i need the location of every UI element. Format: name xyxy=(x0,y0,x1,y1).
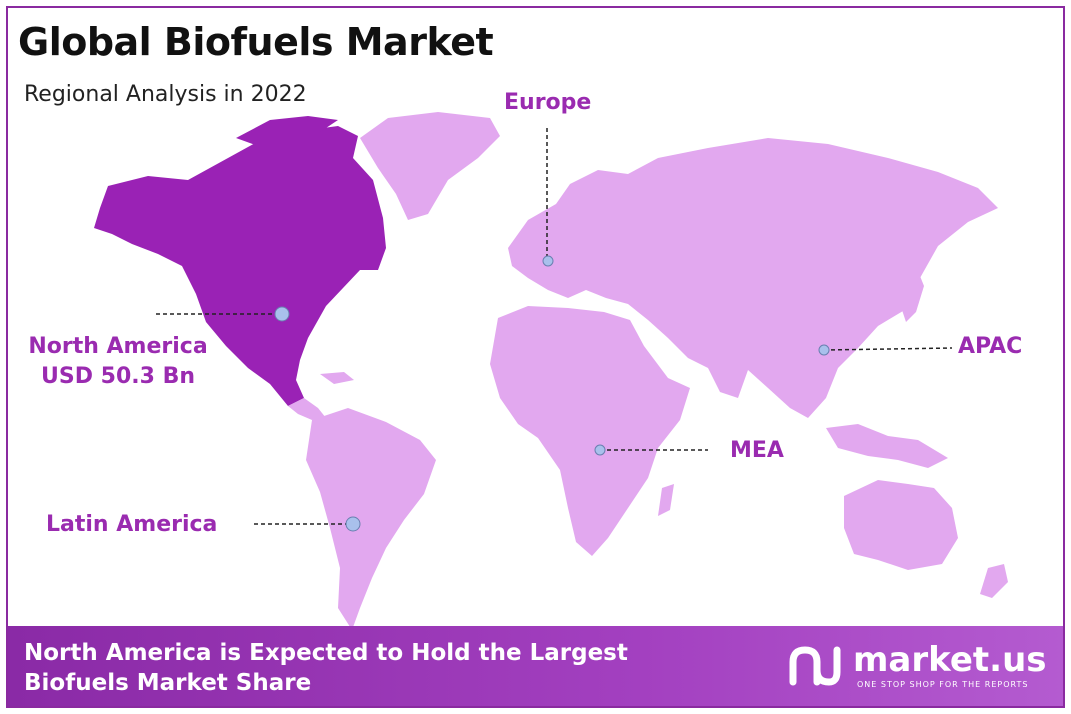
north-america-value: USD 50.3 Bn xyxy=(41,364,195,389)
new-zealand-region xyxy=(980,564,1008,598)
madagascar-region xyxy=(658,484,674,516)
japan-region xyxy=(900,266,924,322)
north-america-name: North America xyxy=(28,334,208,359)
footer-banner: North America is Expected to Hold the La… xyxy=(8,626,1063,706)
brand-name: market.us xyxy=(853,640,1047,680)
greenland-region xyxy=(360,112,500,220)
world-map xyxy=(94,112,1008,630)
north-america-marker xyxy=(274,306,290,322)
brand-tagline: ONE STOP SHOP FOR THE REPORTS xyxy=(857,680,1029,689)
europe-label: Europe xyxy=(504,90,592,115)
latin-america-marker xyxy=(345,516,361,532)
southeast-asia-islands-region xyxy=(826,424,948,468)
north-america-label: North America USD 50.3 Bn xyxy=(20,332,216,392)
central-america-region xyxy=(288,398,326,420)
page-title: Global Biofuels Market xyxy=(18,20,494,64)
footer-line-1: North America is Expected to Hold the La… xyxy=(24,640,628,666)
infographic-frame: Global Biofuels Market Regional Analysis… xyxy=(6,6,1065,708)
apac-marker xyxy=(818,344,830,356)
page-subtitle: Regional Analysis in 2022 xyxy=(24,82,307,107)
latin-america-label: Latin America xyxy=(46,512,218,537)
south-america-region xyxy=(306,408,436,630)
apac-label: APAC xyxy=(958,334,1023,359)
mea-label: MEA xyxy=(730,438,784,463)
footer-statement: North America is Expected to Hold the La… xyxy=(24,638,628,698)
apac-connector xyxy=(823,347,953,351)
arctic-islands-region xyxy=(236,116,338,146)
market-us-logo-icon xyxy=(789,646,841,686)
mea-marker xyxy=(594,444,606,456)
eurasia-region xyxy=(508,138,998,418)
europe-marker xyxy=(542,255,554,267)
north-america-region xyxy=(94,126,386,406)
footer-line-2: Biofuels Market Share xyxy=(24,670,312,696)
brand-logo: market.us ONE STOP SHOP FOR THE REPORTS xyxy=(787,640,1047,696)
africa-region xyxy=(490,306,690,556)
caribbean-region xyxy=(320,372,354,384)
australia-region xyxy=(844,480,958,570)
